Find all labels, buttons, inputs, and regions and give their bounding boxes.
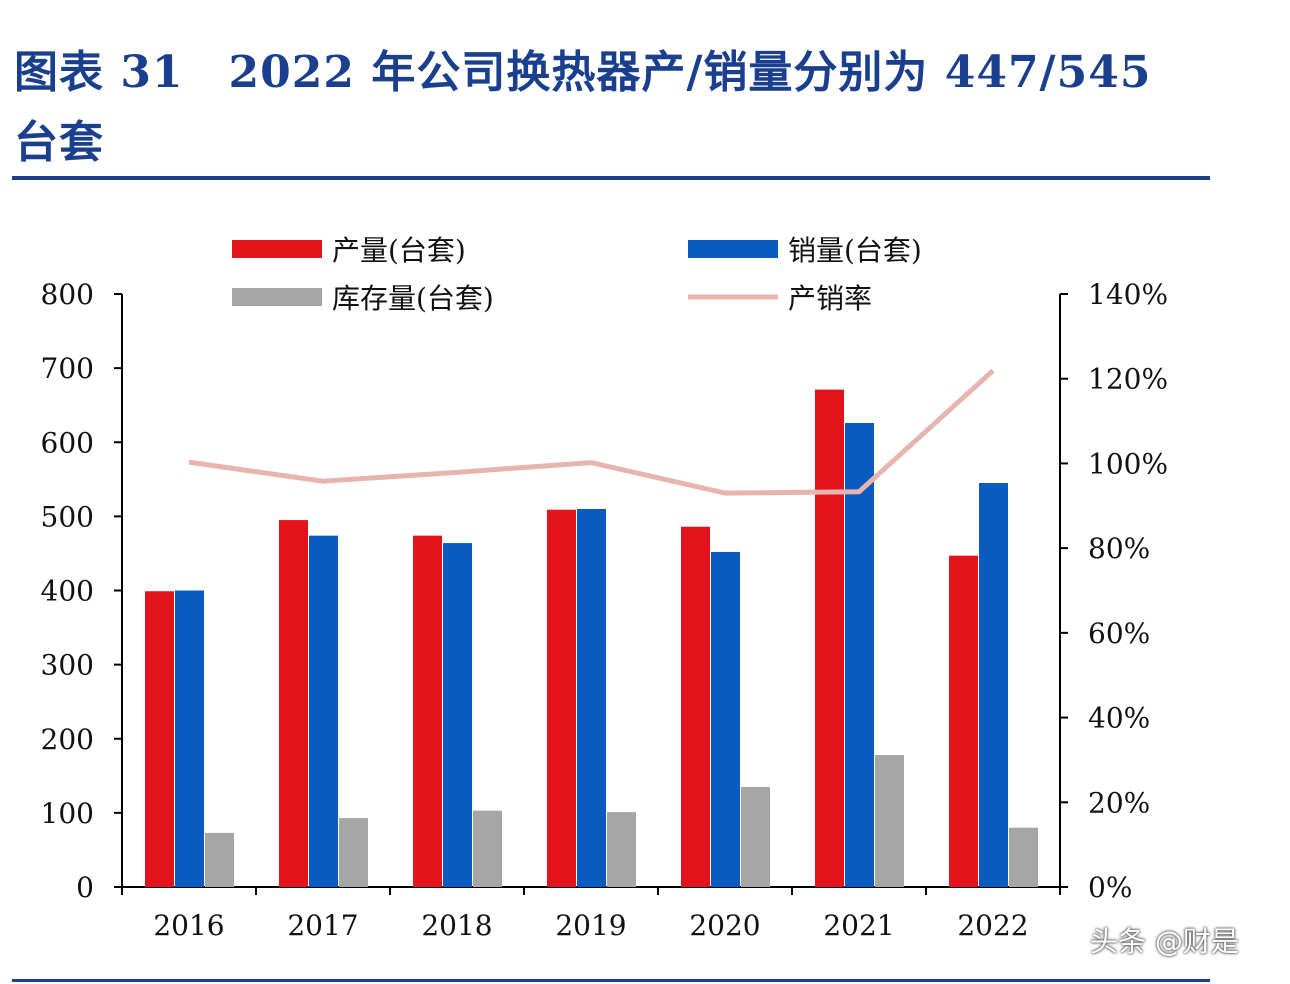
- bar-0-2020: [681, 526, 710, 887]
- bar-0-2018: [413, 535, 442, 887]
- chart-title: 图表 31 2022 年公司换热器产/销量分别为 447/545 台套: [14, 47, 1152, 168]
- x-tick-label: 2019: [555, 909, 626, 942]
- y-left-tick-label: 100: [41, 797, 94, 830]
- legend-label-0: 产量(台套): [332, 234, 466, 267]
- legend: 产量(台套) 销量(台套) 库存量(台套) 产销率: [232, 234, 922, 315]
- bar-1-2017: [309, 535, 338, 887]
- x-tick-label: 2018: [421, 909, 492, 942]
- y-left-tick-label: 400: [41, 575, 94, 608]
- y-right-tick-label: 40%: [1088, 702, 1150, 735]
- title-rule: [12, 176, 1210, 180]
- x-tick-label: 2016: [153, 909, 224, 942]
- y-left-tick-label: 500: [41, 500, 94, 533]
- legend-label-3: 产销率: [788, 282, 872, 315]
- y-right-tick-label: 100%: [1088, 447, 1168, 480]
- bar-1-2019: [577, 508, 606, 887]
- bar-0-2022: [949, 555, 978, 887]
- legend-swatch-0: [232, 240, 322, 258]
- bar-2-2016: [205, 832, 234, 887]
- x-tick-label: 2017: [287, 909, 358, 942]
- bar-1-2018: [443, 543, 472, 887]
- bottom-rule: [12, 979, 1210, 982]
- legend-label-1: 销量(台套): [788, 234, 922, 267]
- y-left-tick-label: 0: [76, 871, 94, 904]
- y-right-tick-label: 140%: [1088, 278, 1168, 311]
- bar-2-2021: [875, 755, 904, 887]
- y-left-tick-label: 700: [41, 352, 94, 385]
- bar-0-2016: [145, 591, 174, 887]
- x-tick-label: 2022: [957, 909, 1028, 942]
- bar-0-2017: [279, 520, 308, 887]
- bar-1-2022: [979, 483, 1008, 887]
- legend-swatch-1: [688, 240, 778, 258]
- bar-0-2019: [547, 509, 576, 887]
- y-left-tick-label: 600: [41, 426, 94, 459]
- y-right-tick-label: 0%: [1088, 871, 1132, 904]
- bar-1-2016: [175, 590, 204, 887]
- bar-2-2018: [473, 810, 502, 887]
- legend-swatch-2: [232, 288, 322, 306]
- bar-1-2020: [711, 551, 740, 887]
- bar-1-2021: [845, 422, 874, 887]
- x-tick-label: 2020: [689, 909, 760, 942]
- y-right-tick-label: 120%: [1088, 363, 1168, 396]
- bar-2-2022: [1009, 827, 1038, 887]
- x-tick-label: 2021: [823, 909, 894, 942]
- bar-0-2021: [815, 389, 844, 887]
- bar-2-2020: [741, 786, 770, 887]
- y-left-tick-label: 800: [41, 278, 94, 311]
- y-left-tick-label: 200: [41, 723, 94, 756]
- bar-2-2019: [607, 812, 636, 887]
- legend-label-2: 库存量(台套): [332, 282, 494, 315]
- watermark: 头条 @财是: [1090, 925, 1239, 958]
- y-right-tick-label: 20%: [1088, 786, 1150, 819]
- bars: [145, 389, 1038, 887]
- y-right-tick-label: 80%: [1088, 532, 1150, 565]
- bar-2-2017: [339, 818, 368, 887]
- line-series: [188, 368, 995, 496]
- y-right-tick-label: 60%: [1088, 617, 1150, 650]
- y-left-tick-label: 300: [41, 649, 94, 682]
